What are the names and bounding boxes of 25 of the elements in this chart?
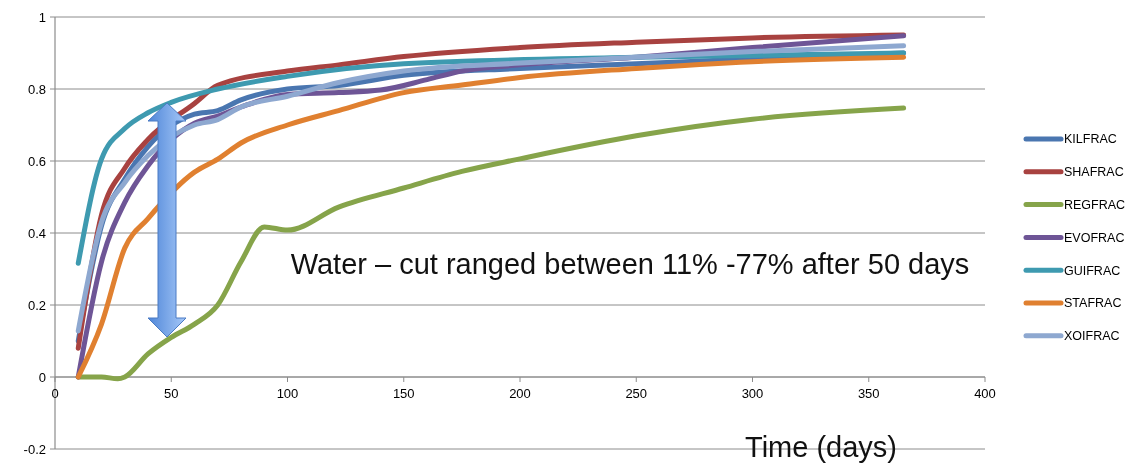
y-tick-label: 0.4 — [27, 225, 46, 241]
x-tick-label: 250 — [625, 386, 648, 401]
y-tick-label: 0.6 — [27, 153, 46, 169]
y-tick-label: -0.2 — [23, 441, 46, 457]
x-tick-label: 350 — [857, 386, 880, 401]
y-tick-label: 0.8 — [27, 81, 46, 97]
legend-label: SHAFRAC — [1064, 165, 1124, 180]
legend-label: EVOFRAC — [1064, 230, 1125, 245]
y-tick-label: 0.2 — [27, 297, 46, 313]
x-tick-label: 0 — [51, 386, 59, 401]
x-axis-title: Time (days) — [745, 431, 897, 463]
y-tick-label: 1 — [38, 9, 46, 25]
legend-label: GUIFRAC — [1064, 263, 1121, 278]
x-tick-label: 150 — [392, 386, 415, 401]
x-tick-label: 300 — [741, 386, 764, 401]
legend-label: XOIFRAC — [1064, 329, 1120, 344]
legend-label: STAFRAC — [1064, 296, 1122, 311]
x-tick-label: 400 — [974, 386, 996, 401]
legend-label: KILFRAC — [1064, 132, 1117, 147]
x-tick-label: 50 — [164, 386, 179, 401]
annotation: Water – cut ranged between 11% -77% after 50 days — [290, 248, 970, 280]
legend-label: REGFRAC — [1064, 197, 1126, 212]
y-tick-label: 0 — [38, 369, 46, 385]
x-tick-label: 200 — [509, 386, 531, 401]
x-tick-label: 100 — [276, 386, 299, 401]
